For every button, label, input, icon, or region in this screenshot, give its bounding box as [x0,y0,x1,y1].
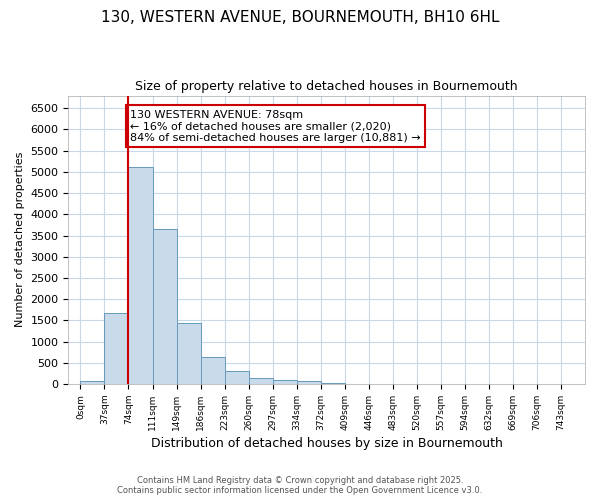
Bar [80,381,104,384]
Bar [128,167,152,384]
Title: Size of property relative to detached houses in Bournemouth: Size of property relative to detached ho… [136,80,518,93]
Bar [320,382,345,384]
X-axis label: Distribution of detached houses by size in Bournemouth: Distribution of detached houses by size … [151,437,503,450]
Bar [104,313,128,384]
Bar [200,358,224,384]
Bar [152,229,176,384]
Bar [272,380,296,384]
Bar [296,382,320,384]
Text: 130, WESTERN AVENUE, BOURNEMOUTH, BH10 6HL: 130, WESTERN AVENUE, BOURNEMOUTH, BH10 6… [101,10,499,25]
Bar [224,370,248,384]
Text: 130 WESTERN AVENUE: 78sqm
← 16% of detached houses are smaller (2,020)
84% of se: 130 WESTERN AVENUE: 78sqm ← 16% of detac… [130,110,421,143]
Y-axis label: Number of detached properties: Number of detached properties [15,152,25,328]
Text: Contains HM Land Registry data © Crown copyright and database right 2025.
Contai: Contains HM Land Registry data © Crown c… [118,476,482,495]
Bar [176,323,200,384]
Bar [248,378,272,384]
